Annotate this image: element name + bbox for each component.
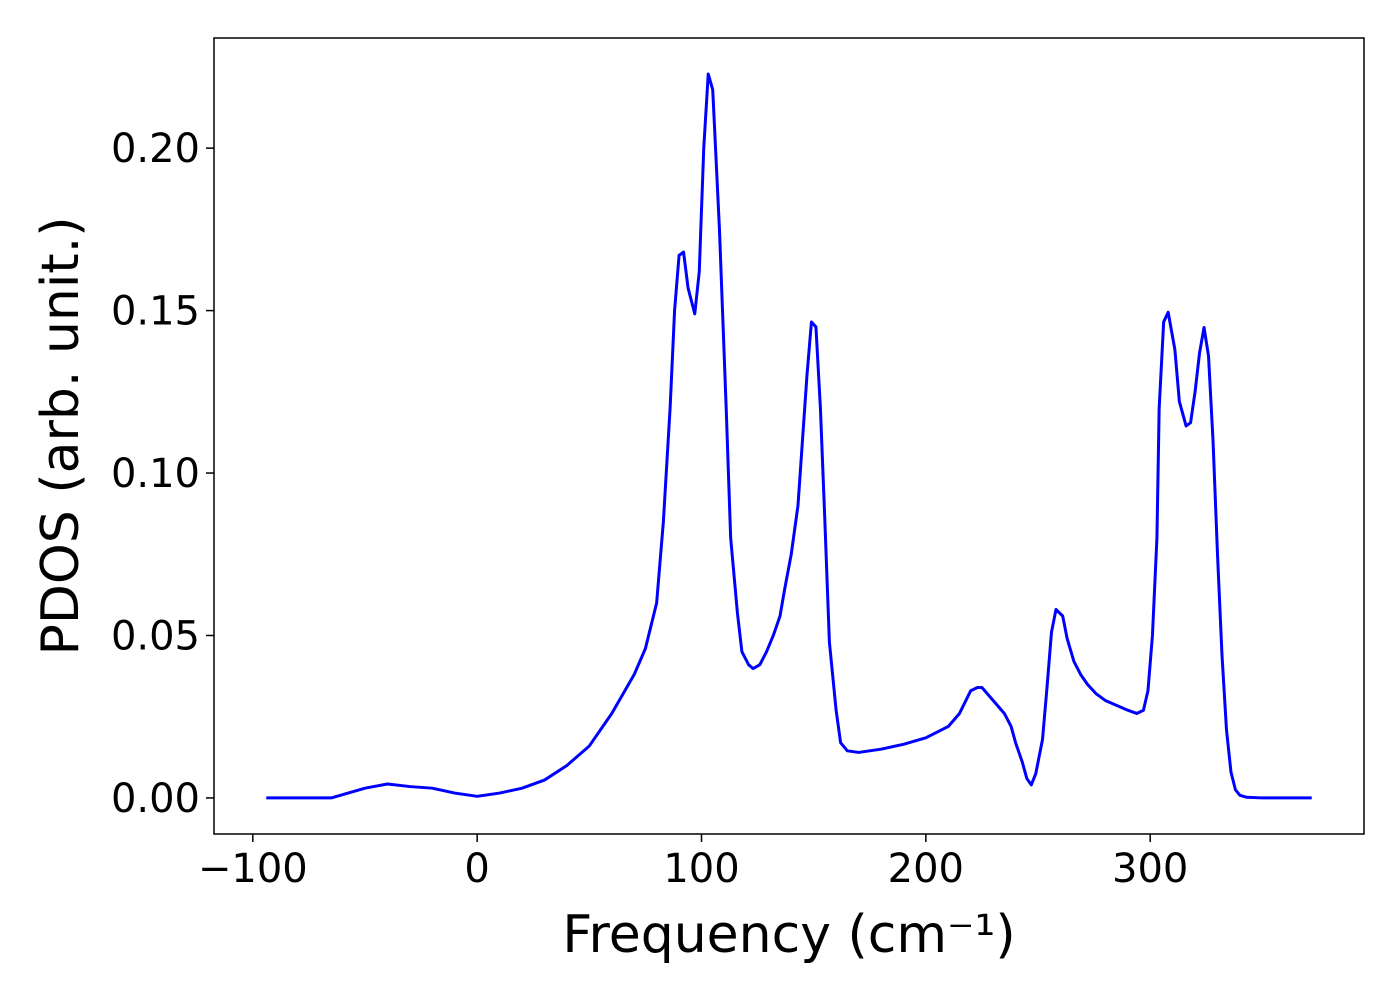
x-tick-label: 200 — [888, 846, 964, 892]
y-tick-label: 0.00 — [111, 776, 200, 822]
y-axis-label: PDOS (arb. unit.) — [31, 216, 91, 655]
x-tick-label: 0 — [464, 846, 489, 892]
data-line — [266, 72, 1312, 800]
x-tick-label: 100 — [663, 846, 739, 892]
y-tick-label: 0.10 — [111, 451, 200, 497]
y-tick-label: 0.20 — [111, 126, 200, 172]
x-tick-label: 300 — [1112, 846, 1188, 892]
y-tick-label: 0.05 — [111, 613, 200, 659]
y-tick-label: 0.15 — [111, 289, 200, 335]
x-axis-label: Frequency (cm⁻¹) — [562, 905, 1015, 965]
plot-frame — [213, 37, 1365, 835]
x-tick-label: −100 — [198, 846, 308, 892]
